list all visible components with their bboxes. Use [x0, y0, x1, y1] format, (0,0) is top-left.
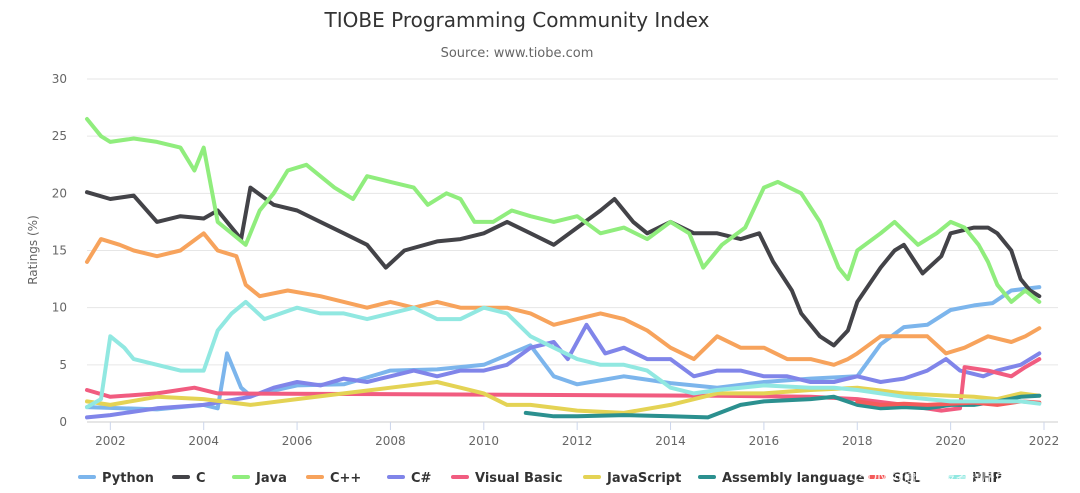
legend-label-sql: SQL [892, 471, 921, 486]
legend-label-c: C [196, 471, 206, 486]
legend-label-javascript: JavaScript [606, 471, 681, 486]
legend[interactable]: Python C Java C++ C# Visual Basic JavaScript As… [78, 471, 1002, 486]
y-tick-15: 15 [52, 244, 67, 258]
x-tick-2008: 2008 [375, 434, 406, 448]
watermark-text: CSDN @唐普开发者程序员: cxylTgc [850, 469, 1066, 485]
x-tick-2014: 2014 [655, 434, 686, 448]
chart-title: TIOBE Programming Community Index [324, 8, 710, 32]
legend-item-assembly-language[interactable]: Assembly language [698, 471, 865, 486]
legend-label-php: PHP [972, 471, 1002, 486]
y-axis-title: Ratings (%) [26, 215, 40, 285]
legend-label-c-: C# [411, 471, 432, 486]
legend-item-java[interactable]: Java [232, 471, 287, 486]
series-line-java [85, 117, 1042, 304]
x-tick-2018: 2018 [842, 434, 873, 448]
legend-label-assembly-language: Assembly language [722, 471, 865, 486]
x-tick-2022: 2022 [1029, 434, 1060, 448]
legend-label-python: Python [102, 471, 154, 486]
y-tick-5: 5 [59, 358, 67, 372]
legend-item-c[interactable]: C [172, 471, 206, 486]
series-line-c- [85, 322, 1042, 420]
series-line-assembly-language [523, 393, 1042, 420]
legend-label-visual-basic: Visual Basic [475, 471, 563, 486]
x-tick-2010: 2010 [469, 434, 500, 448]
chart-subtitle: Source: www.tiobe.com [441, 46, 594, 61]
legend-item-python[interactable]: Python [78, 471, 154, 486]
series-line-c- [85, 231, 1042, 367]
legend-item-c-[interactable]: C# [387, 471, 432, 486]
legend-item-php[interactable]: PHP [948, 471, 1002, 486]
legend-item-c-[interactable]: C++ [306, 471, 361, 486]
legend-label-java: Java [255, 471, 287, 486]
x-tick-2012: 2012 [562, 434, 593, 448]
legend-item-sql[interactable]: SQL [868, 471, 921, 486]
series-lines [85, 117, 1042, 420]
x-tick-2006: 2006 [282, 434, 313, 448]
x-tick-2002: 2002 [95, 434, 126, 448]
x-tick-2004: 2004 [188, 434, 219, 448]
series-line-c [85, 185, 1042, 348]
y-axis-ticks: 0 5 10 15 20 25 30 [52, 72, 67, 429]
series-line-php [85, 299, 1042, 410]
x-tick-2016: 2016 [749, 434, 780, 448]
series-line-javascript [85, 380, 1042, 415]
legend-label-c-: C++ [330, 471, 361, 486]
series-line-python [85, 285, 1042, 412]
y-tick-10: 10 [52, 301, 67, 315]
y-tick-30: 30 [52, 72, 67, 86]
series-line-visual-basic [85, 357, 1042, 413]
y-tick-0: 0 [59, 415, 67, 429]
x-tick-2020: 2020 [935, 434, 966, 448]
legend-item-javascript[interactable]: JavaScript [583, 471, 681, 486]
y-tick-20: 20 [52, 186, 67, 200]
x-axis-ticks: 2002 2004 2006 2008 2010 2012 2014 2016 2018 2020… [95, 422, 1059, 448]
legend-item-visual-basic[interactable]: Visual Basic [451, 471, 563, 486]
y-tick-25: 25 [52, 129, 67, 143]
